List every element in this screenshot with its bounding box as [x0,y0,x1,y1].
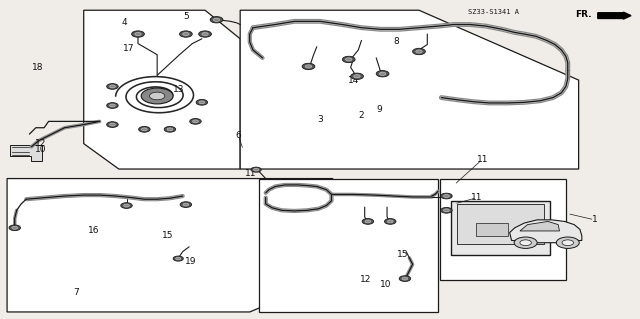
Circle shape [416,50,422,53]
Text: 18: 18 [32,63,44,72]
Circle shape [180,202,191,207]
Text: 16: 16 [88,226,99,234]
Circle shape [189,119,201,124]
Circle shape [376,70,389,77]
Circle shape [139,126,150,132]
Circle shape [202,33,208,36]
Circle shape [135,33,141,36]
Text: 13: 13 [172,85,184,94]
Circle shape [141,88,173,104]
Polygon shape [10,145,42,161]
Circle shape [362,219,374,224]
Text: 9: 9 [376,105,381,114]
Circle shape [413,48,426,55]
Circle shape [380,72,386,75]
Text: 3: 3 [317,115,323,124]
Circle shape [121,203,132,208]
Circle shape [399,276,411,281]
FancyArrow shape [598,12,631,19]
Text: 19: 19 [185,257,196,266]
Circle shape [556,237,579,249]
Circle shape [132,31,145,37]
Text: 12: 12 [35,139,47,148]
Text: 11: 11 [245,169,257,178]
Text: 8: 8 [394,38,399,47]
Circle shape [387,220,393,223]
Polygon shape [451,201,550,255]
Circle shape [385,219,396,224]
Circle shape [107,84,118,89]
Text: 12: 12 [360,275,372,284]
Polygon shape [7,179,333,312]
Text: 2: 2 [358,111,364,120]
Circle shape [342,56,355,63]
Circle shape [124,204,129,207]
Circle shape [514,237,537,249]
Circle shape [253,168,259,171]
Circle shape [305,65,312,68]
Circle shape [562,240,573,246]
Circle shape [193,120,198,123]
Circle shape [213,18,220,21]
Circle shape [365,220,371,223]
Circle shape [109,85,115,88]
Circle shape [150,92,165,100]
Circle shape [12,226,18,229]
Circle shape [441,193,452,199]
Text: 5: 5 [183,12,189,21]
Circle shape [199,101,205,104]
Circle shape [444,195,449,197]
Text: SZ33-S1341 A: SZ33-S1341 A [468,9,519,15]
Circle shape [302,63,315,70]
Circle shape [183,203,189,206]
Text: 1: 1 [592,215,598,224]
Polygon shape [259,179,438,312]
Text: 11: 11 [476,155,488,164]
Text: 7: 7 [73,288,79,297]
Text: 15: 15 [397,250,409,259]
Circle shape [520,240,531,246]
Polygon shape [240,10,579,169]
Circle shape [251,167,261,172]
Text: 4: 4 [121,19,127,27]
Circle shape [444,209,449,212]
Polygon shape [520,221,559,231]
Circle shape [175,257,180,260]
Text: 15: 15 [163,231,174,240]
Circle shape [9,225,20,231]
Polygon shape [509,220,582,243]
Circle shape [182,33,189,36]
Circle shape [351,73,364,79]
Circle shape [441,207,452,213]
Circle shape [109,123,115,126]
Polygon shape [476,223,508,236]
Circle shape [109,104,115,107]
Text: 17: 17 [123,44,134,53]
Text: 11: 11 [471,193,483,202]
Circle shape [141,128,147,131]
Text: 14: 14 [348,76,360,85]
Text: FR.: FR. [575,11,592,19]
Circle shape [346,58,352,61]
Polygon shape [458,204,543,244]
Circle shape [107,103,118,108]
Circle shape [179,31,192,37]
Text: 10: 10 [35,145,47,154]
Circle shape [402,277,408,280]
Circle shape [107,122,118,127]
Circle shape [164,126,175,132]
Circle shape [196,100,207,105]
Circle shape [198,31,211,37]
Text: 6: 6 [236,131,241,140]
Circle shape [210,17,223,23]
Circle shape [167,128,173,131]
Text: 10: 10 [380,280,392,289]
Circle shape [173,256,183,261]
Polygon shape [84,10,240,169]
Polygon shape [440,179,566,280]
Circle shape [354,75,360,78]
